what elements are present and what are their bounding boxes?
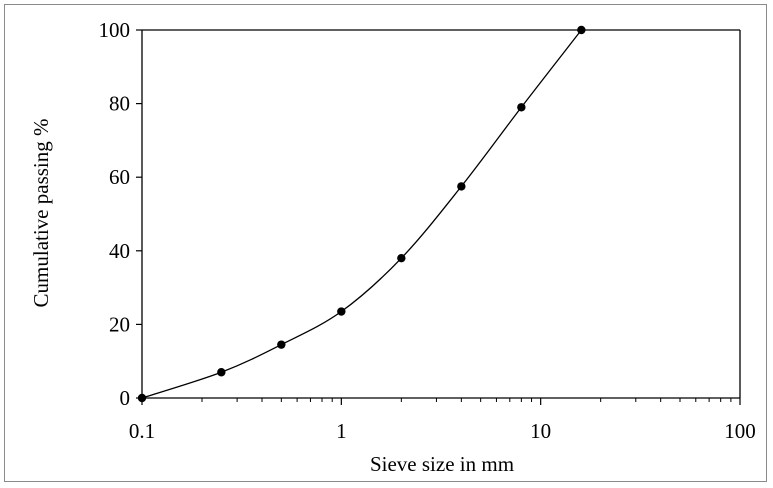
y-tick-label-20: 20 bbox=[109, 312, 130, 336]
data-point-2 bbox=[397, 253, 406, 263]
x-tick-label-10: 10 bbox=[530, 419, 551, 443]
data-point-16 bbox=[577, 25, 586, 35]
x-tick-label-100: 100 bbox=[724, 419, 756, 443]
y-tick-label-80: 80 bbox=[109, 92, 130, 116]
gradation-curve bbox=[141, 29, 582, 399]
chart-frame bbox=[4, 4, 767, 482]
x-tick-label-1: 1 bbox=[336, 419, 347, 443]
y-tick-label-60: 60 bbox=[109, 165, 130, 189]
data-point-0.25 bbox=[217, 368, 226, 377]
x-tick-label-0.1: 0.1 bbox=[129, 419, 155, 443]
axes-layer bbox=[141, 29, 741, 399]
points-layer bbox=[137, 25, 586, 403]
ticks-layer: 0 20 40 60 80 100 0.1 1 10 100 bbox=[99, 18, 756, 443]
data-point-4 bbox=[457, 182, 466, 191]
y-tick-label-40: 40 bbox=[109, 239, 130, 263]
x-axis-title: Sieve size in mm bbox=[370, 452, 514, 476]
y-axis-title: Cumulative passing % bbox=[29, 119, 53, 308]
y-tick-label-100: 100 bbox=[99, 18, 131, 42]
curve-layer bbox=[141, 29, 582, 399]
data-point-0.1 bbox=[137, 393, 147, 403]
data-point-0.5 bbox=[277, 340, 286, 349]
data-point-8 bbox=[517, 103, 526, 112]
y-tick-label-0: 0 bbox=[120, 386, 131, 410]
data-point-1 bbox=[337, 307, 346, 316]
